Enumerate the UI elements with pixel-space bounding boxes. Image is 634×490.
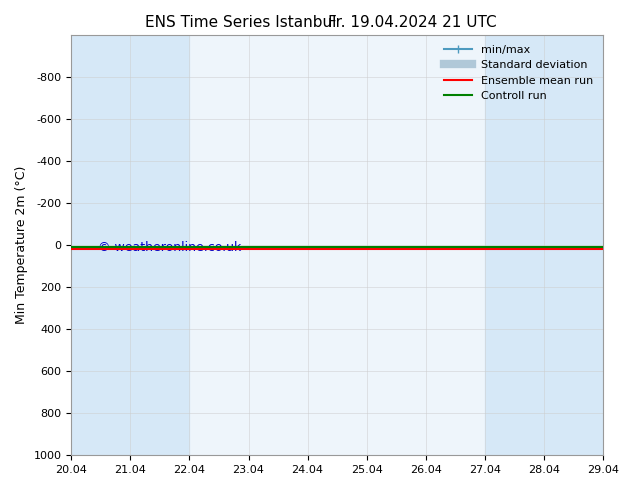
Text: ENS Time Series Istanbul: ENS Time Series Istanbul [145, 15, 337, 30]
Text: Fr. 19.04.2024 21 UTC: Fr. 19.04.2024 21 UTC [328, 15, 496, 30]
Bar [71, 35, 190, 455]
Text: © weatheronline.co.uk: © weatheronline.co.uk [98, 241, 241, 253]
Legend: min/max, Standard deviation, Ensemble mean run, Controll run: min/max, Standard deviation, Ensemble me… [439, 40, 597, 106]
Bar [485, 35, 603, 455]
Y-axis label: Min Temperature 2m (°C): Min Temperature 2m (°C) [15, 166, 28, 324]
